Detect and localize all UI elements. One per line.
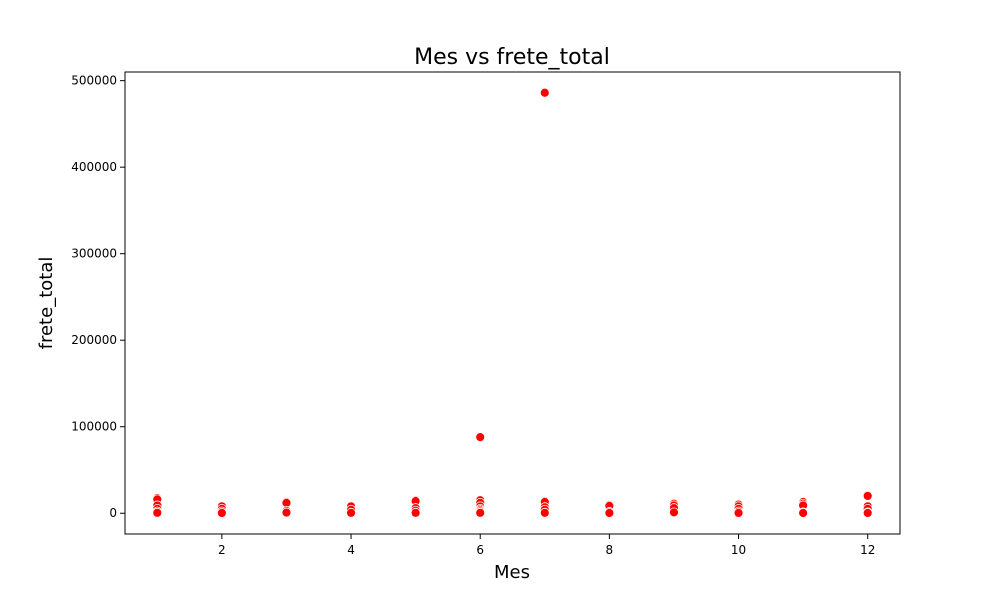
scatter-point [475, 432, 486, 443]
scatter-point [862, 508, 873, 518]
scatter-point [862, 491, 873, 501]
scatter-point [798, 508, 809, 518]
y-tick-label: 0 [109, 506, 117, 520]
scatter-point [539, 87, 550, 98]
scatter-point [539, 507, 550, 518]
scatter-point [604, 508, 615, 518]
x-axis-ticks: 2 4 6 8 10 12 [218, 534, 875, 557]
plot-area: 2 4 6 8 10 12 0 100000 200000 300000 400000 500000 [71, 71, 901, 557]
y-tick-label: 300000 [71, 247, 117, 261]
scatter-points [152, 87, 873, 518]
y-tick-label: 500000 [71, 74, 117, 88]
scatter-point [281, 507, 292, 518]
x-tick-label: 6 [476, 543, 484, 557]
scatter-point [733, 508, 744, 518]
y-tick-label: 200000 [71, 333, 117, 347]
scatter-point [216, 508, 227, 518]
x-tick-label: 12 [860, 543, 875, 557]
scatter-point [346, 507, 356, 518]
x-tick-label: 4 [347, 543, 355, 557]
y-axis-ticks: 0 100000 200000 300000 400000 500000 [71, 74, 125, 520]
scatter-point [281, 497, 292, 508]
scatter-point [410, 507, 421, 518]
scatter-point [152, 507, 163, 518]
x-tick-label: 2 [218, 543, 226, 557]
x-tick-label: 8 [606, 543, 614, 557]
plot-frame [124, 71, 901, 535]
chart-title: Mes vs frete_total [414, 45, 610, 70]
y-axis-label: frete_total [36, 257, 57, 350]
y-tick-label: 100000 [71, 420, 117, 434]
scatter-point [475, 507, 486, 518]
y-tick-label: 400000 [71, 160, 117, 174]
x-axis-label: Mes [494, 562, 530, 583]
scatter-point [669, 507, 679, 518]
x-tick-label: 10 [731, 543, 746, 557]
